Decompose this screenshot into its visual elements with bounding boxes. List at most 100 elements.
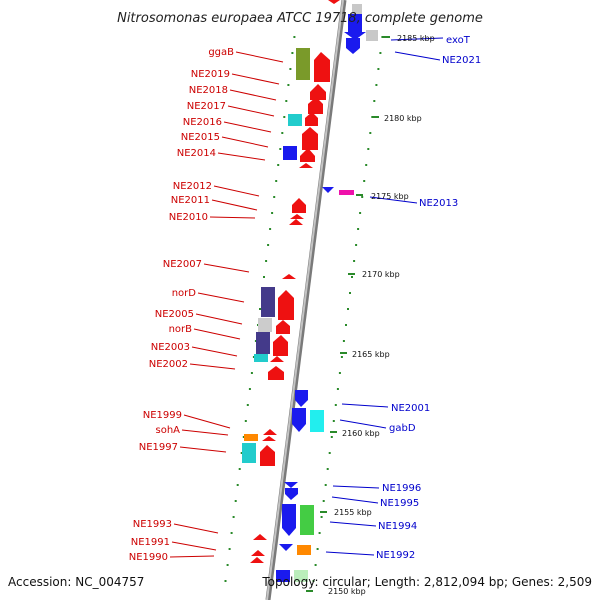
guide-dot-inner <box>234 500 237 502</box>
guide-dot-inner <box>265 260 268 262</box>
label-NE2011: NE2011 <box>171 195 210 206</box>
label-NE1992: NE1992 <box>376 550 415 561</box>
gene-NE2015 <box>302 127 318 150</box>
leader-NE1999 <box>183 414 231 429</box>
topology-text: Topology: circular; Length: 2,812,094 bp… <box>261 575 592 589</box>
label-NE1994: NE1994 <box>378 521 417 532</box>
guide-dot-inner <box>232 516 235 518</box>
gene-NE2014-red <box>300 148 315 162</box>
leader-NE2015 <box>221 136 269 148</box>
guide-dot-inner <box>269 228 272 230</box>
leader-NE2010 <box>209 216 256 219</box>
gene-NE2003-red <box>270 356 284 362</box>
guide-dot-inner <box>224 580 227 582</box>
gene-NE1991 <box>251 550 265 556</box>
leader-NE2018 <box>229 89 277 101</box>
guide-dot-outer <box>353 260 356 262</box>
gene-sohA-red <box>262 436 276 441</box>
guide-dot-outer <box>342 340 345 342</box>
guide-dot-outer <box>349 292 351 294</box>
leader-NE2019 <box>231 73 280 85</box>
guide-dot-outer <box>355 244 358 246</box>
leader-exoT <box>390 37 444 41</box>
leader-ggaB <box>235 51 284 63</box>
label-exoT: exoT <box>446 35 471 46</box>
gene-NE1996 <box>284 482 298 488</box>
label-NE1990: NE1990 <box>129 552 168 563</box>
label-norD: norD <box>172 288 197 299</box>
gene-NE2013-a <box>322 187 334 193</box>
gene-NE2005 <box>258 318 272 332</box>
guide-dot-outer <box>322 500 325 502</box>
guide-dot-inner <box>291 52 294 54</box>
gene-top-partial <box>328 0 340 4</box>
tick-label-2180: 2180 kbp <box>384 114 422 123</box>
guide-dot-inner <box>259 308 261 310</box>
guide-dot-inner <box>281 132 284 134</box>
guide-dot-outer <box>375 84 378 86</box>
gene-NE2013 <box>339 190 354 195</box>
leader-NE1997 <box>179 446 227 453</box>
leader-NE2016 <box>223 121 272 133</box>
label-NE2005: NE2005 <box>155 309 194 320</box>
tick-label-2160: 2160 kbp <box>342 429 380 438</box>
leader-NE1992 <box>325 551 375 556</box>
gene-NE2017 <box>308 97 323 114</box>
backbone-highlight <box>266 0 344 600</box>
guide-dot-outer <box>324 484 327 486</box>
guide-dot-outer <box>351 276 353 278</box>
gene-norB-red <box>273 335 288 356</box>
guide-dot-outer <box>316 548 319 550</box>
guide-dot-outer <box>314 564 317 566</box>
label-NE2013: NE2013 <box>419 198 458 209</box>
gene-NE2016-red <box>305 112 318 126</box>
guide-dot-inner <box>242 436 245 438</box>
guide-dot-inner <box>230 532 233 534</box>
label-NE1995: NE1995 <box>380 498 419 509</box>
kbp-ticks: 2150 kbp 2155 kbp 2160 kbp 2165 kbp 2170… <box>306 34 435 596</box>
guide-dot-inner <box>271 212 274 214</box>
guide-dot-inner <box>279 148 282 150</box>
tick-label-2185: 2185 kbp <box>397 34 435 43</box>
guide-dot-outer <box>359 212 362 214</box>
leader-NE1996 <box>332 485 380 489</box>
gene-NE2018 <box>310 84 326 100</box>
gene-exoT-2 <box>346 38 360 54</box>
gene-norD-red <box>278 290 294 320</box>
diagram-title: Nitrosomonas europaea ATCC 19718, comple… <box>117 11 483 26</box>
leader-norD <box>197 292 245 303</box>
leader-NE2011 <box>211 199 258 211</box>
leader-NE2002 <box>189 363 236 370</box>
guide-dot-inner <box>226 564 229 566</box>
gene-top-grey <box>352 4 362 14</box>
guide-dot-outer <box>369 132 372 134</box>
label-norB: norB <box>169 324 193 335</box>
guide-dot-inner <box>273 196 276 198</box>
tick-label-2150: 2150 kbp <box>328 587 366 596</box>
label-NE2010: NE2010 <box>169 212 208 223</box>
label-NE2021: NE2021 <box>442 55 481 66</box>
accession-text: Accession: NC_004757 <box>8 575 144 589</box>
label-NE2017: NE2017 <box>187 101 226 112</box>
guide-dot-inner <box>275 180 278 182</box>
guide-dot-outer <box>326 468 329 470</box>
leader-NE2014 <box>217 152 266 161</box>
gene-NE2010 <box>289 219 303 225</box>
gene-NE2002 <box>268 366 284 380</box>
guide-dot-outer <box>365 164 368 166</box>
guide-dot-inner <box>252 356 255 358</box>
label-NE2015: NE2015 <box>181 132 220 143</box>
gene-NE1990 <box>250 557 264 563</box>
gene-NE1994 <box>282 504 296 536</box>
guide-dot-inner <box>277 164 280 166</box>
guide-dot-inner <box>250 372 253 374</box>
gene-NE1999 <box>263 429 277 435</box>
tick-label-2170: 2170 kbp <box>362 270 400 279</box>
guide-dot-outer <box>338 372 341 374</box>
label-NE2001: NE2001 <box>391 403 430 414</box>
gene-NE2001 <box>295 390 308 407</box>
label-NE2012: NE2012 <box>173 181 212 192</box>
guide-dot-inner <box>285 100 288 102</box>
